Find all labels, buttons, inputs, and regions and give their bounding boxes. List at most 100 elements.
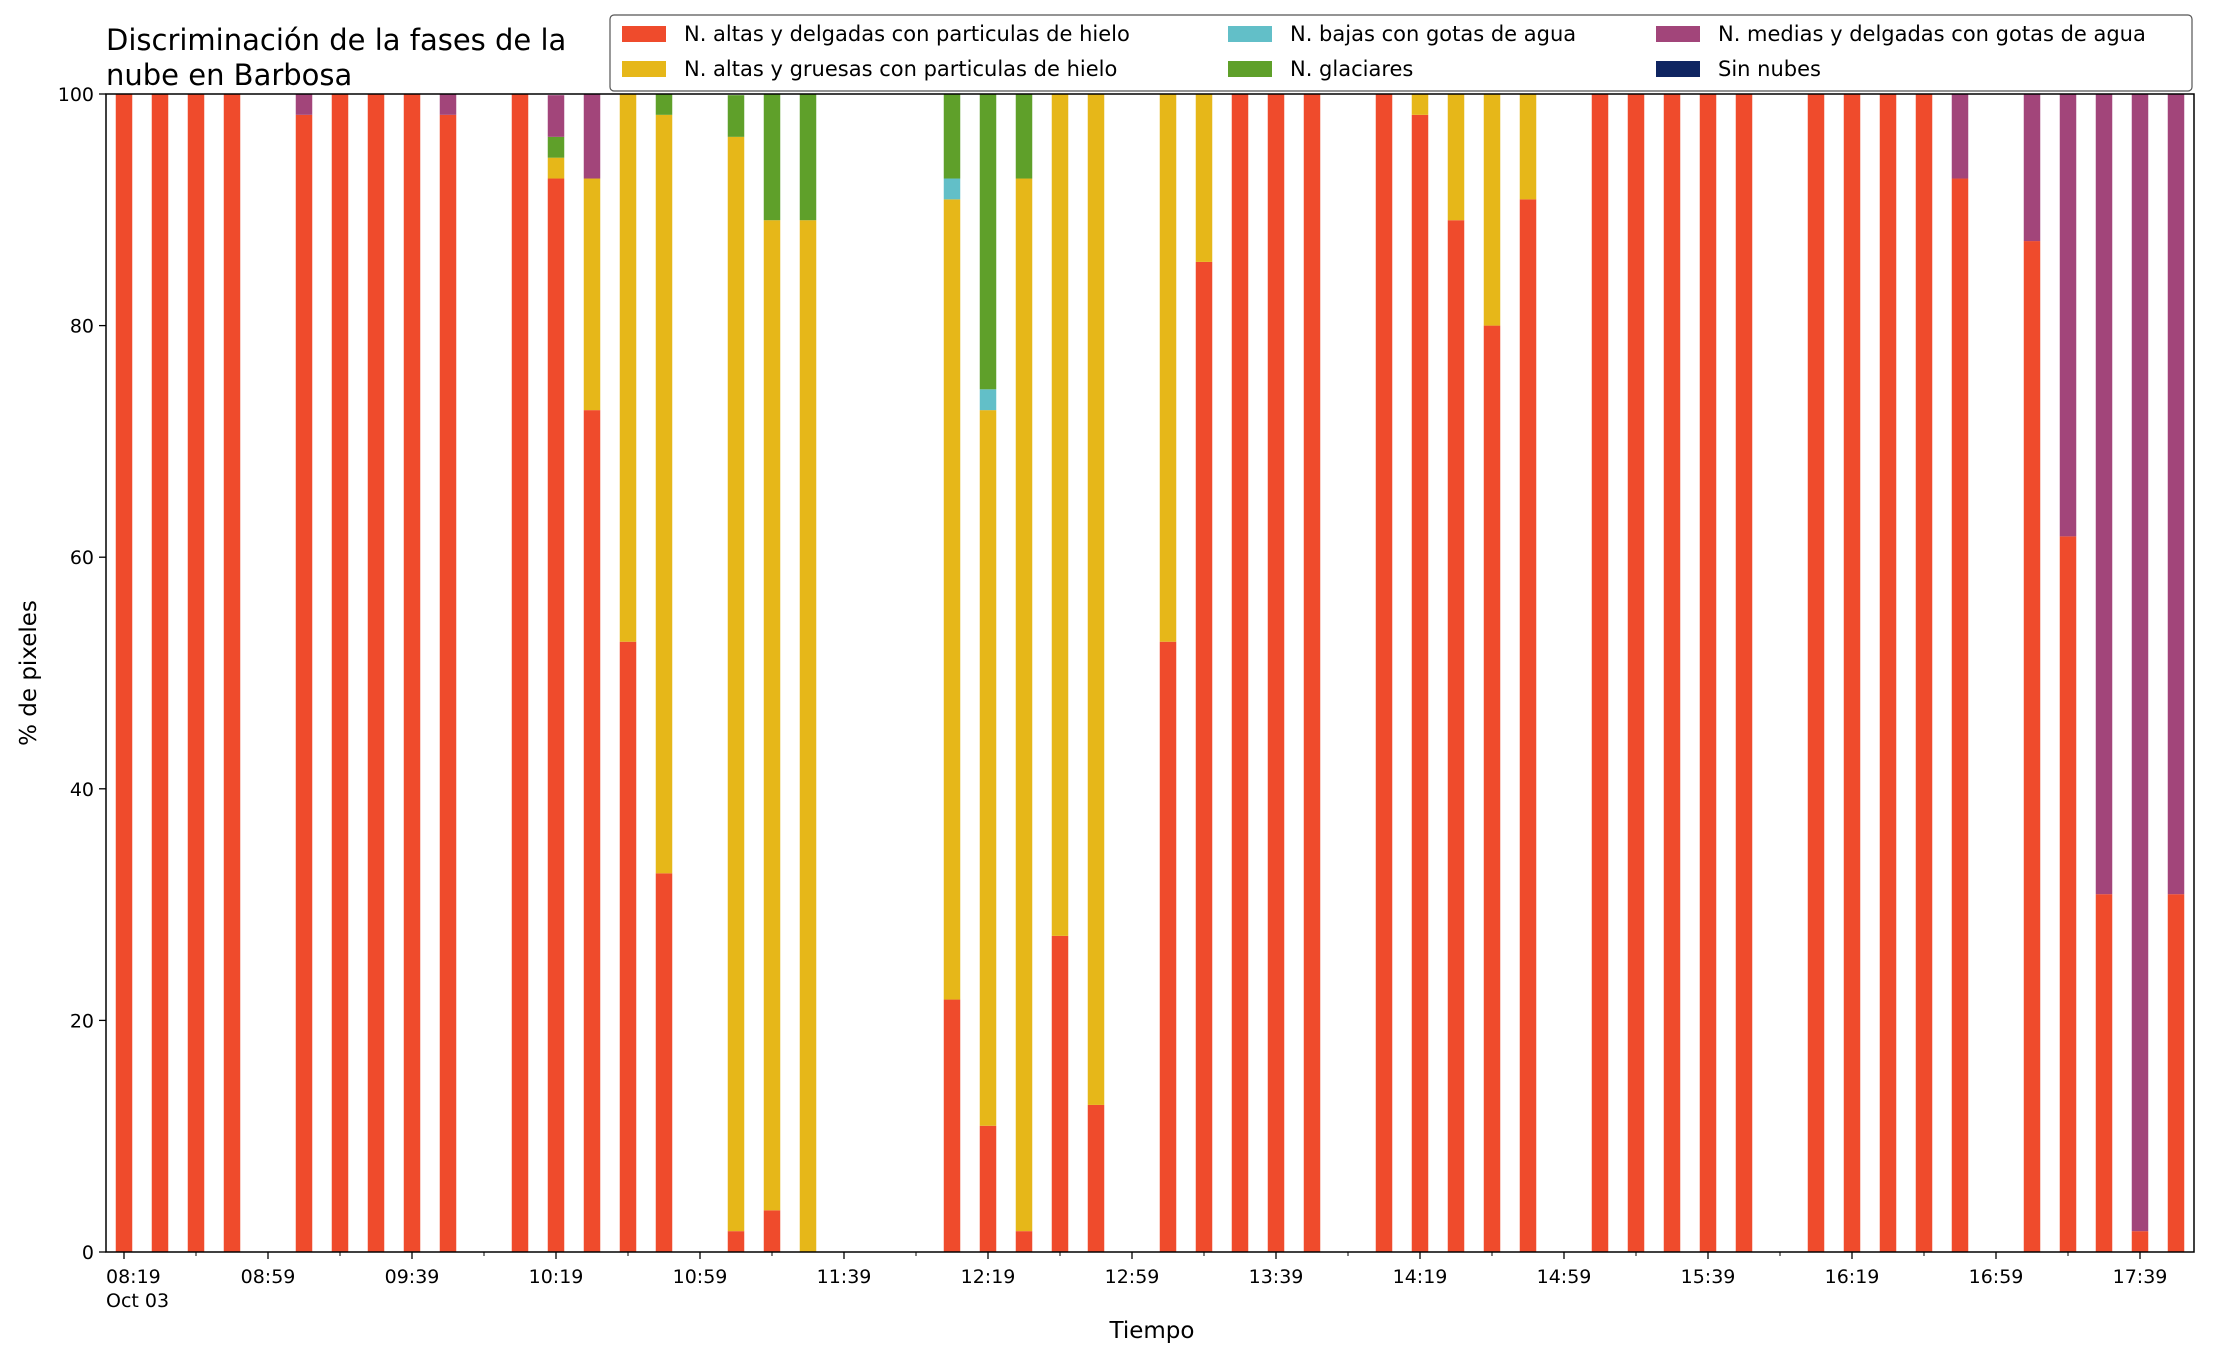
x-tick-label: 12:59 bbox=[1105, 1266, 1160, 1288]
bar-segment bbox=[223, 94, 241, 1252]
bar-segment bbox=[1663, 94, 1681, 1252]
bar-segment bbox=[2023, 94, 2041, 242]
bar-segment bbox=[1051, 935, 1069, 1252]
bar-segment bbox=[187, 94, 205, 1252]
bar-segment bbox=[1627, 94, 1645, 1252]
x-axis-label: Tiempo bbox=[1109, 1318, 1195, 1344]
bar-segment bbox=[2095, 94, 2113, 895]
bar-segment bbox=[2059, 536, 2077, 1252]
bar-segment bbox=[1951, 94, 1969, 179]
bar-segment bbox=[1699, 94, 1717, 1252]
bar-segment bbox=[1483, 94, 1501, 326]
bar-segment bbox=[619, 641, 637, 1252]
legend-entry: N. altas y gruesas con particulas de hie… bbox=[684, 57, 1117, 81]
y-tick-label: 60 bbox=[70, 547, 94, 569]
bar-segment bbox=[2167, 894, 2185, 1252]
x-tick-label: 16:19 bbox=[1825, 1266, 1880, 1288]
y-axis-label: % de pixeles bbox=[16, 600, 42, 746]
legend: N. altas y delgadas con particulas de hi… bbox=[609, 14, 2193, 92]
y-tick-label: 100 bbox=[58, 84, 94, 106]
legend-swatch bbox=[1228, 61, 1272, 77]
legend-entry: N. altas y delgadas con particulas de hi… bbox=[684, 22, 1130, 46]
bar-segment bbox=[1087, 1104, 1105, 1252]
bar-segment bbox=[943, 999, 961, 1252]
bar-segment bbox=[1879, 94, 1897, 1252]
bar-segment bbox=[1447, 220, 1465, 1253]
bar-segment bbox=[295, 114, 313, 1253]
x-tick-label: 14:59 bbox=[1537, 1266, 1592, 1288]
bar-segment bbox=[2023, 241, 2041, 1252]
bar-segment bbox=[655, 114, 673, 874]
legend-frame bbox=[609, 14, 2193, 92]
bar-segment bbox=[1159, 641, 1177, 1252]
bar-segment bbox=[1231, 94, 1249, 1252]
bar-segment bbox=[619, 94, 637, 642]
bar-segment bbox=[1015, 178, 1033, 1232]
bar-segment bbox=[439, 114, 457, 1253]
bar-segment bbox=[295, 94, 313, 115]
bar-segment bbox=[979, 94, 997, 390]
bar-segment bbox=[1051, 94, 1069, 936]
bar-segment bbox=[1483, 325, 1501, 1253]
x-tick-label: 08:59 bbox=[241, 1266, 296, 1288]
bar-segment bbox=[799, 94, 817, 221]
legend-swatch bbox=[1656, 26, 1700, 42]
bar-segment bbox=[2167, 94, 2185, 895]
bar-segment bbox=[1519, 199, 1537, 1252]
bar-segment bbox=[1447, 94, 1465, 221]
bar-segment bbox=[799, 220, 817, 1253]
x-tick-label: 14:19 bbox=[1393, 1266, 1448, 1288]
bar-segment bbox=[943, 94, 961, 179]
x-tick-label: 10:59 bbox=[673, 1266, 728, 1288]
legend-entry: N. bajas con gotas de agua bbox=[1290, 22, 1576, 46]
bar-segment bbox=[583, 178, 601, 411]
bar-segment bbox=[115, 94, 133, 1252]
bar-segment bbox=[1015, 1231, 1033, 1252]
bar-segment bbox=[403, 94, 421, 1252]
x-tick-label: 08:19 bbox=[106, 1266, 161, 1288]
bar-segment bbox=[943, 199, 961, 1000]
bar-segment bbox=[1915, 94, 1933, 1252]
bar-segment bbox=[511, 94, 529, 1252]
bar-segment bbox=[2131, 1231, 2149, 1252]
x-tick-label: 09:39 bbox=[385, 1266, 440, 1288]
bar-segment bbox=[1159, 94, 1177, 642]
x-tick-sublabel: Oct 03 bbox=[106, 1290, 169, 1312]
bar-segment bbox=[763, 94, 781, 221]
bar-segment bbox=[547, 157, 565, 179]
bar-segment bbox=[1195, 261, 1213, 1252]
x-tick-label: 11:39 bbox=[817, 1266, 872, 1288]
bar-segment bbox=[655, 94, 673, 115]
bar-segment bbox=[1303, 94, 1321, 1252]
bar-segment bbox=[1375, 94, 1393, 1252]
bar-segment bbox=[943, 178, 961, 200]
legend-swatch bbox=[622, 61, 666, 77]
bar-segment bbox=[439, 94, 457, 115]
bar-segment bbox=[331, 94, 349, 1252]
chart-title-text: Discriminación de la fases de la nube en … bbox=[106, 23, 566, 92]
bar-segment bbox=[1267, 94, 1285, 1252]
legend-swatch bbox=[1656, 61, 1700, 77]
y-tick-label: 0 bbox=[82, 1242, 94, 1264]
bar-segment bbox=[583, 410, 601, 1252]
bar-segment bbox=[367, 94, 385, 1252]
bar-segment bbox=[979, 389, 997, 411]
bars bbox=[115, 94, 2185, 1253]
bar-segment bbox=[1411, 94, 1429, 115]
y-tick-label: 40 bbox=[70, 779, 94, 801]
x-tick-label: 15:39 bbox=[1681, 1266, 1736, 1288]
bar-segment bbox=[547, 178, 565, 1252]
y-tick-label: 80 bbox=[70, 316, 94, 338]
x-tick-label: 17:39 bbox=[2113, 1266, 2168, 1288]
bar-segment bbox=[2131, 94, 2149, 1232]
bar-segment bbox=[979, 1125, 997, 1252]
bar-segment bbox=[2059, 94, 2077, 537]
x-tick-label: 13:39 bbox=[1249, 1266, 1304, 1288]
x-tick-label: 12:19 bbox=[961, 1266, 1016, 1288]
y-axis: 0 20 40 60 80 100 bbox=[58, 84, 106, 1264]
bar-segment bbox=[547, 95, 565, 137]
y-tick-label: 20 bbox=[70, 1010, 94, 1032]
legend-swatch bbox=[622, 26, 666, 42]
